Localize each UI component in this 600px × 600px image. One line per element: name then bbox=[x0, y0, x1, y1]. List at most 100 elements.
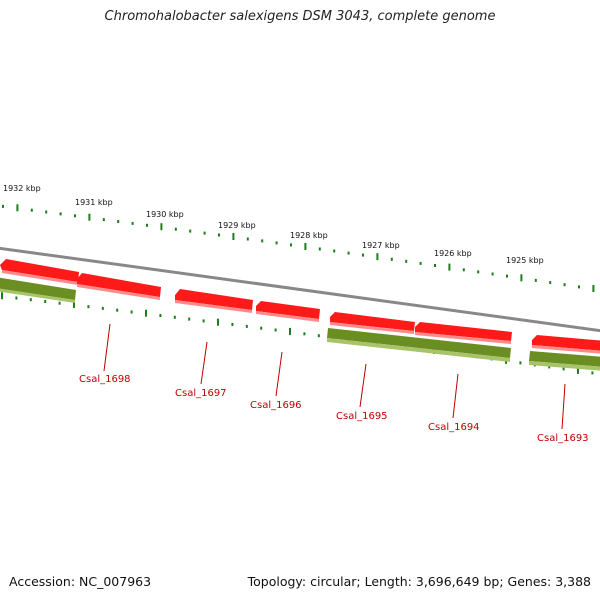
reverse-genes bbox=[0, 277, 600, 371]
minor-tick bbox=[44, 300, 47, 303]
minor-tick bbox=[562, 367, 565, 371]
major-tick bbox=[289, 327, 291, 335]
scale-label: 1926 kbp bbox=[434, 249, 472, 258]
minor-tick bbox=[87, 305, 90, 309]
major-tick bbox=[592, 285, 595, 292]
minor-tick bbox=[130, 310, 133, 314]
minor-tick bbox=[203, 231, 206, 235]
minor-tick bbox=[15, 296, 18, 300]
forward-gene[interactable] bbox=[256, 301, 320, 322]
minor-tick bbox=[74, 214, 76, 218]
minor-tick bbox=[173, 315, 176, 319]
minor-tick bbox=[159, 314, 162, 317]
minor-tick bbox=[303, 332, 306, 336]
major-tick bbox=[304, 243, 307, 250]
scale-label: 1931 kbp bbox=[75, 198, 113, 207]
minor-tick bbox=[462, 268, 465, 272]
scale-label: 1929 kbp bbox=[218, 221, 256, 230]
forward-gene[interactable] bbox=[415, 322, 512, 344]
minor-tick bbox=[261, 239, 264, 243]
forward-genes bbox=[0, 259, 600, 354]
minor-tick bbox=[548, 365, 551, 369]
major-tick bbox=[1, 292, 3, 300]
minor-tick bbox=[260, 326, 263, 330]
minor-tick bbox=[101, 306, 104, 310]
genome-backbone bbox=[0, 246, 600, 333]
gene-labels: Csal_1698 Csal_1697 Csal_1696 Csal_1695 … bbox=[79, 374, 589, 444]
minor-tick bbox=[174, 227, 177, 231]
outer-tick-row bbox=[2, 204, 595, 292]
scale-label: 1930 kbp bbox=[146, 210, 184, 219]
forward-gene[interactable] bbox=[175, 289, 253, 313]
minor-tick bbox=[591, 371, 594, 375]
major-tick bbox=[16, 204, 19, 212]
minor-tick bbox=[45, 210, 48, 214]
minor-tick bbox=[506, 274, 508, 278]
major-tick bbox=[145, 309, 147, 317]
leader-line bbox=[103, 323, 111, 372]
gene-label[interactable]: Csal_1693 bbox=[537, 433, 589, 444]
major-tick bbox=[376, 253, 379, 261]
minor-tick bbox=[578, 285, 580, 289]
minor-tick bbox=[188, 317, 191, 321]
minor-tick bbox=[231, 323, 234, 326]
minor-tick bbox=[2, 204, 4, 208]
minor-tick bbox=[405, 259, 408, 263]
gene-label[interactable]: Csal_1698 bbox=[79, 374, 131, 385]
minor-tick bbox=[59, 212, 62, 216]
minor-tick bbox=[491, 272, 494, 276]
leader-line bbox=[452, 373, 459, 419]
leader-line bbox=[200, 341, 208, 385]
minor-tick bbox=[246, 237, 249, 241]
minor-tick bbox=[146, 223, 148, 227]
minor-tick bbox=[347, 251, 350, 255]
minor-tick bbox=[275, 241, 278, 245]
reverse-gene[interactable] bbox=[327, 328, 511, 362]
reverse-gene[interactable] bbox=[529, 351, 600, 371]
minor-tick bbox=[318, 247, 321, 251]
major-tick bbox=[448, 263, 451, 271]
minor-tick bbox=[131, 221, 134, 225]
forward-gene[interactable] bbox=[0, 259, 79, 285]
forward-gene[interactable] bbox=[330, 312, 415, 334]
major-tick bbox=[232, 233, 235, 240]
minor-tick bbox=[434, 264, 436, 267]
scale-label: 1932 kbp bbox=[3, 184, 41, 193]
minor-tick bbox=[30, 208, 33, 212]
minor-tick bbox=[274, 328, 277, 332]
minor-tick bbox=[189, 229, 192, 233]
accession-text: Accession: NC_007963 bbox=[9, 574, 152, 589]
major-tick bbox=[217, 318, 219, 326]
minor-tick bbox=[116, 308, 119, 312]
minor-tick bbox=[333, 249, 336, 253]
minor-tick bbox=[58, 301, 61, 305]
map-title: Chromohalobacter salexigens DSM 3043, co… bbox=[104, 9, 496, 24]
forward-gene[interactable] bbox=[532, 335, 600, 354]
gene-leaders bbox=[103, 323, 566, 430]
major-tick bbox=[577, 366, 579, 374]
minor-tick bbox=[563, 283, 566, 287]
minor-tick bbox=[317, 334, 320, 338]
reverse-gene[interactable] bbox=[0, 277, 76, 303]
scale-label: 1925 kbp bbox=[506, 256, 544, 265]
minor-tick bbox=[362, 253, 364, 257]
forward-gene[interactable] bbox=[77, 273, 161, 300]
scale-label: 1928 kbp bbox=[290, 231, 328, 240]
leader-line bbox=[359, 363, 367, 408]
minor-tick bbox=[102, 218, 105, 222]
minor-tick bbox=[245, 324, 248, 328]
minor-tick bbox=[519, 361, 522, 365]
minor-tick bbox=[290, 243, 292, 247]
leader-line bbox=[275, 351, 283, 397]
minor-tick bbox=[29, 298, 32, 302]
leader-line bbox=[561, 383, 566, 430]
genome-summary-text: Topology: circular; Length: 3,696,649 bp… bbox=[247, 574, 591, 589]
minor-tick bbox=[390, 257, 393, 261]
gene-label[interactable]: Csal_1695 bbox=[336, 411, 388, 422]
major-tick bbox=[88, 213, 91, 221]
gene-label[interactable]: Csal_1696 bbox=[250, 400, 302, 411]
gene-label[interactable]: Csal_1694 bbox=[428, 422, 480, 433]
minor-tick bbox=[477, 270, 480, 274]
gene-label[interactable]: Csal_1697 bbox=[175, 388, 227, 399]
